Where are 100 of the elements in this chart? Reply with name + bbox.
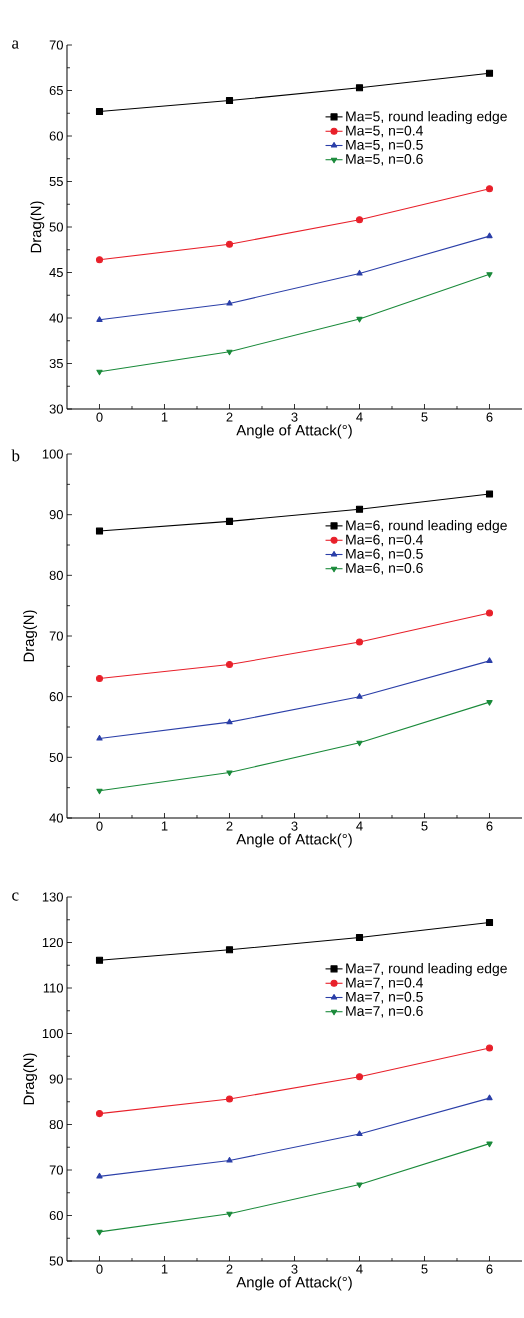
point (96, 734, 103, 741)
x-tick-label: 4 (356, 821, 363, 831)
point (356, 740, 363, 747)
point (356, 1182, 363, 1189)
point (356, 693, 363, 699)
y-tick-label: 130 (42, 892, 63, 902)
y-tick-label: 30 (49, 404, 63, 414)
x-tick-label: 3 (291, 821, 298, 831)
x-tick-label: 2 (226, 412, 233, 422)
y-tick-label: 40 (49, 813, 63, 823)
y-tick-label: 45 (49, 268, 63, 278)
point (355, 638, 364, 646)
point (486, 700, 493, 706)
y-tick-label: 60 (49, 1210, 63, 1221)
y-tick-label: 80 (49, 1119, 63, 1130)
point (95, 674, 104, 683)
point (485, 918, 494, 927)
y-axis-title: Drag(N) (23, 1053, 38, 1105)
x-tick-label: 3 (291, 412, 298, 422)
x-tick-label: 2 (226, 1264, 233, 1274)
y-tick-label: 80 (49, 570, 63, 580)
y-tick-label: 40 (49, 313, 63, 323)
point (225, 96, 234, 105)
legend-label: Ma=7, n=0.4 (346, 977, 423, 990)
y-tick-label: 60 (49, 692, 63, 702)
y-tick-label: 55 (49, 177, 63, 187)
point (355, 1073, 364, 1081)
point (95, 107, 104, 115)
point (355, 216, 364, 224)
point (225, 240, 234, 248)
point (96, 1229, 103, 1236)
point (485, 490, 494, 498)
y-tick-label: 70 (49, 40, 63, 50)
y-tick-label: 35 (49, 358, 63, 369)
x-axis-title: Angle of Attack(°) (236, 1276, 352, 1291)
x-tick-label: 6 (486, 821, 493, 831)
y-tick-label: 60 (49, 131, 63, 141)
legend-label: Ma=6, n=0.5 (346, 548, 423, 561)
point (226, 718, 233, 725)
legend-label: Ma=5, n=0.4 (346, 125, 423, 138)
point (355, 84, 364, 92)
point (96, 788, 103, 795)
y-tick-label: 70 (49, 631, 63, 641)
point (485, 609, 494, 617)
point (486, 1094, 493, 1101)
y-tick-label: 100 (42, 1028, 63, 1039)
point (96, 369, 103, 376)
point (225, 1095, 234, 1103)
text: c (12, 892, 19, 901)
point (355, 933, 364, 942)
y-tick-label: 50 (49, 1256, 63, 1266)
x-tick-label: 0 (96, 1264, 103, 1274)
point (226, 299, 233, 306)
point (226, 770, 233, 777)
y-tick-label: 120 (42, 937, 63, 948)
legend-label: Ma=5, round leading edge (346, 111, 507, 125)
point (95, 256, 104, 264)
point (356, 269, 363, 276)
x-axis-title: Angle of Attack(°) (236, 424, 352, 439)
point (225, 660, 234, 669)
text: a (12, 40, 19, 49)
point (356, 1130, 363, 1137)
x-tick-label: 6 (486, 412, 493, 422)
x-axis-title: Angle of Attack(°) (236, 833, 352, 848)
x-tick-label: 1 (161, 821, 168, 831)
point (226, 349, 233, 356)
point (95, 956, 104, 964)
x-tick-label: 5 (421, 412, 428, 422)
text: b (11, 449, 20, 462)
point (486, 272, 493, 278)
y-tick-label: 110 (43, 983, 63, 993)
x-tick-label: 1 (161, 1264, 168, 1274)
point (96, 316, 103, 322)
legend-label: Ma=7, n=0.6 (346, 1006, 423, 1018)
legend-label: Ma=7, n=0.5 (346, 991, 423, 1004)
x-tick-label: 6 (486, 1264, 493, 1274)
point (486, 1141, 493, 1148)
x-tick-label: 3 (291, 1264, 298, 1274)
y-tick-label: 90 (49, 1074, 63, 1084)
point (225, 946, 234, 954)
point (485, 1044, 494, 1052)
x-tick-label: 0 (96, 821, 103, 831)
y-axis-title: Drag(N) (30, 201, 45, 253)
point (486, 657, 493, 663)
point (355, 505, 364, 513)
y-tick-label: 70 (49, 1165, 63, 1175)
legend-label: Ma=6, n=0.6 (346, 563, 423, 575)
y-tick-label: 50 (49, 222, 63, 232)
legend-label: Ma=5, n=0.6 (346, 154, 423, 166)
point (485, 69, 494, 77)
y-tick-label: 50 (49, 752, 63, 762)
x-tick-label: 2 (226, 821, 233, 831)
x-tick-label: 1 (161, 412, 168, 422)
x-tick-label: 5 (421, 821, 428, 831)
y-tick-label: 100 (42, 449, 63, 459)
legend-label: Ma=6, n=0.4 (346, 534, 423, 547)
point (485, 185, 494, 193)
x-tick-label: 0 (96, 412, 103, 422)
y-tick-label: 90 (49, 510, 63, 520)
y-tick-label: 65 (49, 85, 63, 96)
